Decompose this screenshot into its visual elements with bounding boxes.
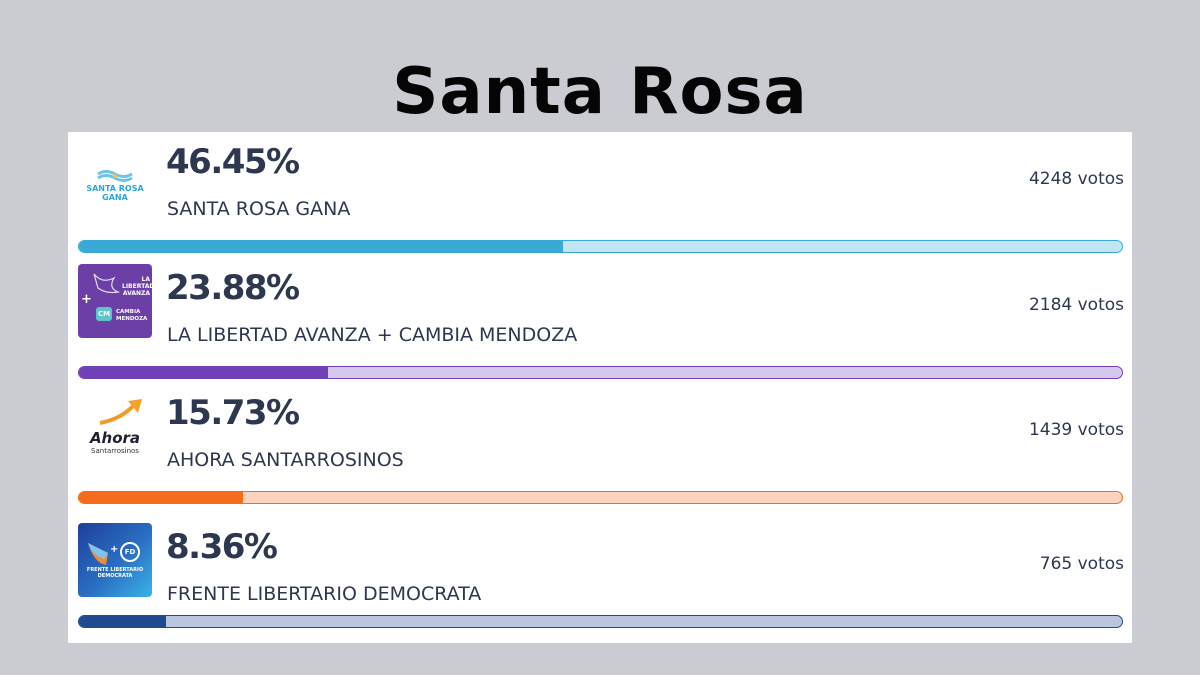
vote-count: 4248 votos xyxy=(1028,169,1124,189)
vote-bar xyxy=(78,240,1123,253)
vote-bar-fill xyxy=(79,616,167,627)
logo-text: CAMBIA MENDOZA xyxy=(116,309,148,322)
vote-bar xyxy=(78,615,1123,628)
frente-libertario-democrata-logo-icon: + FD FRENTE LIBERTARIO DEMOCRATA xyxy=(78,523,152,597)
party-name: AHORA SANTARROSINOS xyxy=(167,449,404,471)
vote-count: 2184 votos xyxy=(1028,295,1124,315)
santa-rosa-gana-logo-icon: SANTA ROSA GANA xyxy=(78,138,152,212)
vote-bar xyxy=(78,491,1123,504)
logo-text: Santarrosinos xyxy=(91,447,139,455)
logo-text: FRENTE LIBERTARIO xyxy=(86,567,144,573)
vote-bar-fill xyxy=(79,367,329,378)
vote-percent: 46.45% xyxy=(166,142,300,182)
vote-bar-fill xyxy=(79,492,244,503)
vote-bar-fill xyxy=(79,241,564,252)
plus-icon: + xyxy=(81,292,92,307)
logo-text: Ahora xyxy=(89,429,141,447)
result-row-frente-libertario-democrata: + FD FRENTE LIBERTARIO DEMOCRATA 8.36% F… xyxy=(68,517,1132,642)
results-panel: SANTA ROSA GANA 46.45% SANTA ROSA GANA 4… xyxy=(68,132,1132,643)
vote-percent: 23.88% xyxy=(166,268,300,308)
plus-icon: + xyxy=(110,544,119,555)
party-name: SANTA ROSA GANA xyxy=(167,198,351,220)
logo-badge: FD xyxy=(124,548,136,556)
la-libertad-avanza-logo-icon: LA LIBERTAD AVANZA + CM CAMBIA MENDOZA xyxy=(78,264,152,338)
result-row-ahora-santarrosinos: Ahora Santarrosinos 15.73% AHORA SANTARR… xyxy=(68,383,1132,508)
vote-percent: 15.73% xyxy=(166,393,300,433)
logo-text: GANA xyxy=(102,193,128,202)
logo-text: SANTA ROSA xyxy=(86,184,144,193)
page-title: Santa Rosa xyxy=(392,55,808,129)
result-row-la-libertad-avanza: LA LIBERTAD AVANZA + CM CAMBIA MENDOZA 2… xyxy=(68,258,1132,383)
party-name: FRENTE LIBERTARIO DEMOCRATA xyxy=(167,583,482,605)
ahora-santarrosinos-logo-icon: Ahora Santarrosinos xyxy=(78,389,152,463)
logo-text: LA LIBERTAD AVANZA xyxy=(122,276,152,297)
vote-bar xyxy=(78,366,1123,379)
vote-count: 1439 votos xyxy=(1028,420,1124,440)
vote-count: 765 votos xyxy=(1039,554,1124,574)
vote-percent: 8.36% xyxy=(166,527,278,567)
result-row-santa-rosa-gana: SANTA ROSA GANA 46.45% SANTA ROSA GANA 4… xyxy=(68,132,1132,257)
party-name: LA LIBERTAD AVANZA + CAMBIA MENDOZA xyxy=(167,324,578,346)
logo-text: DEMOCRATA xyxy=(97,573,133,579)
logo-badge: CM xyxy=(97,310,111,318)
